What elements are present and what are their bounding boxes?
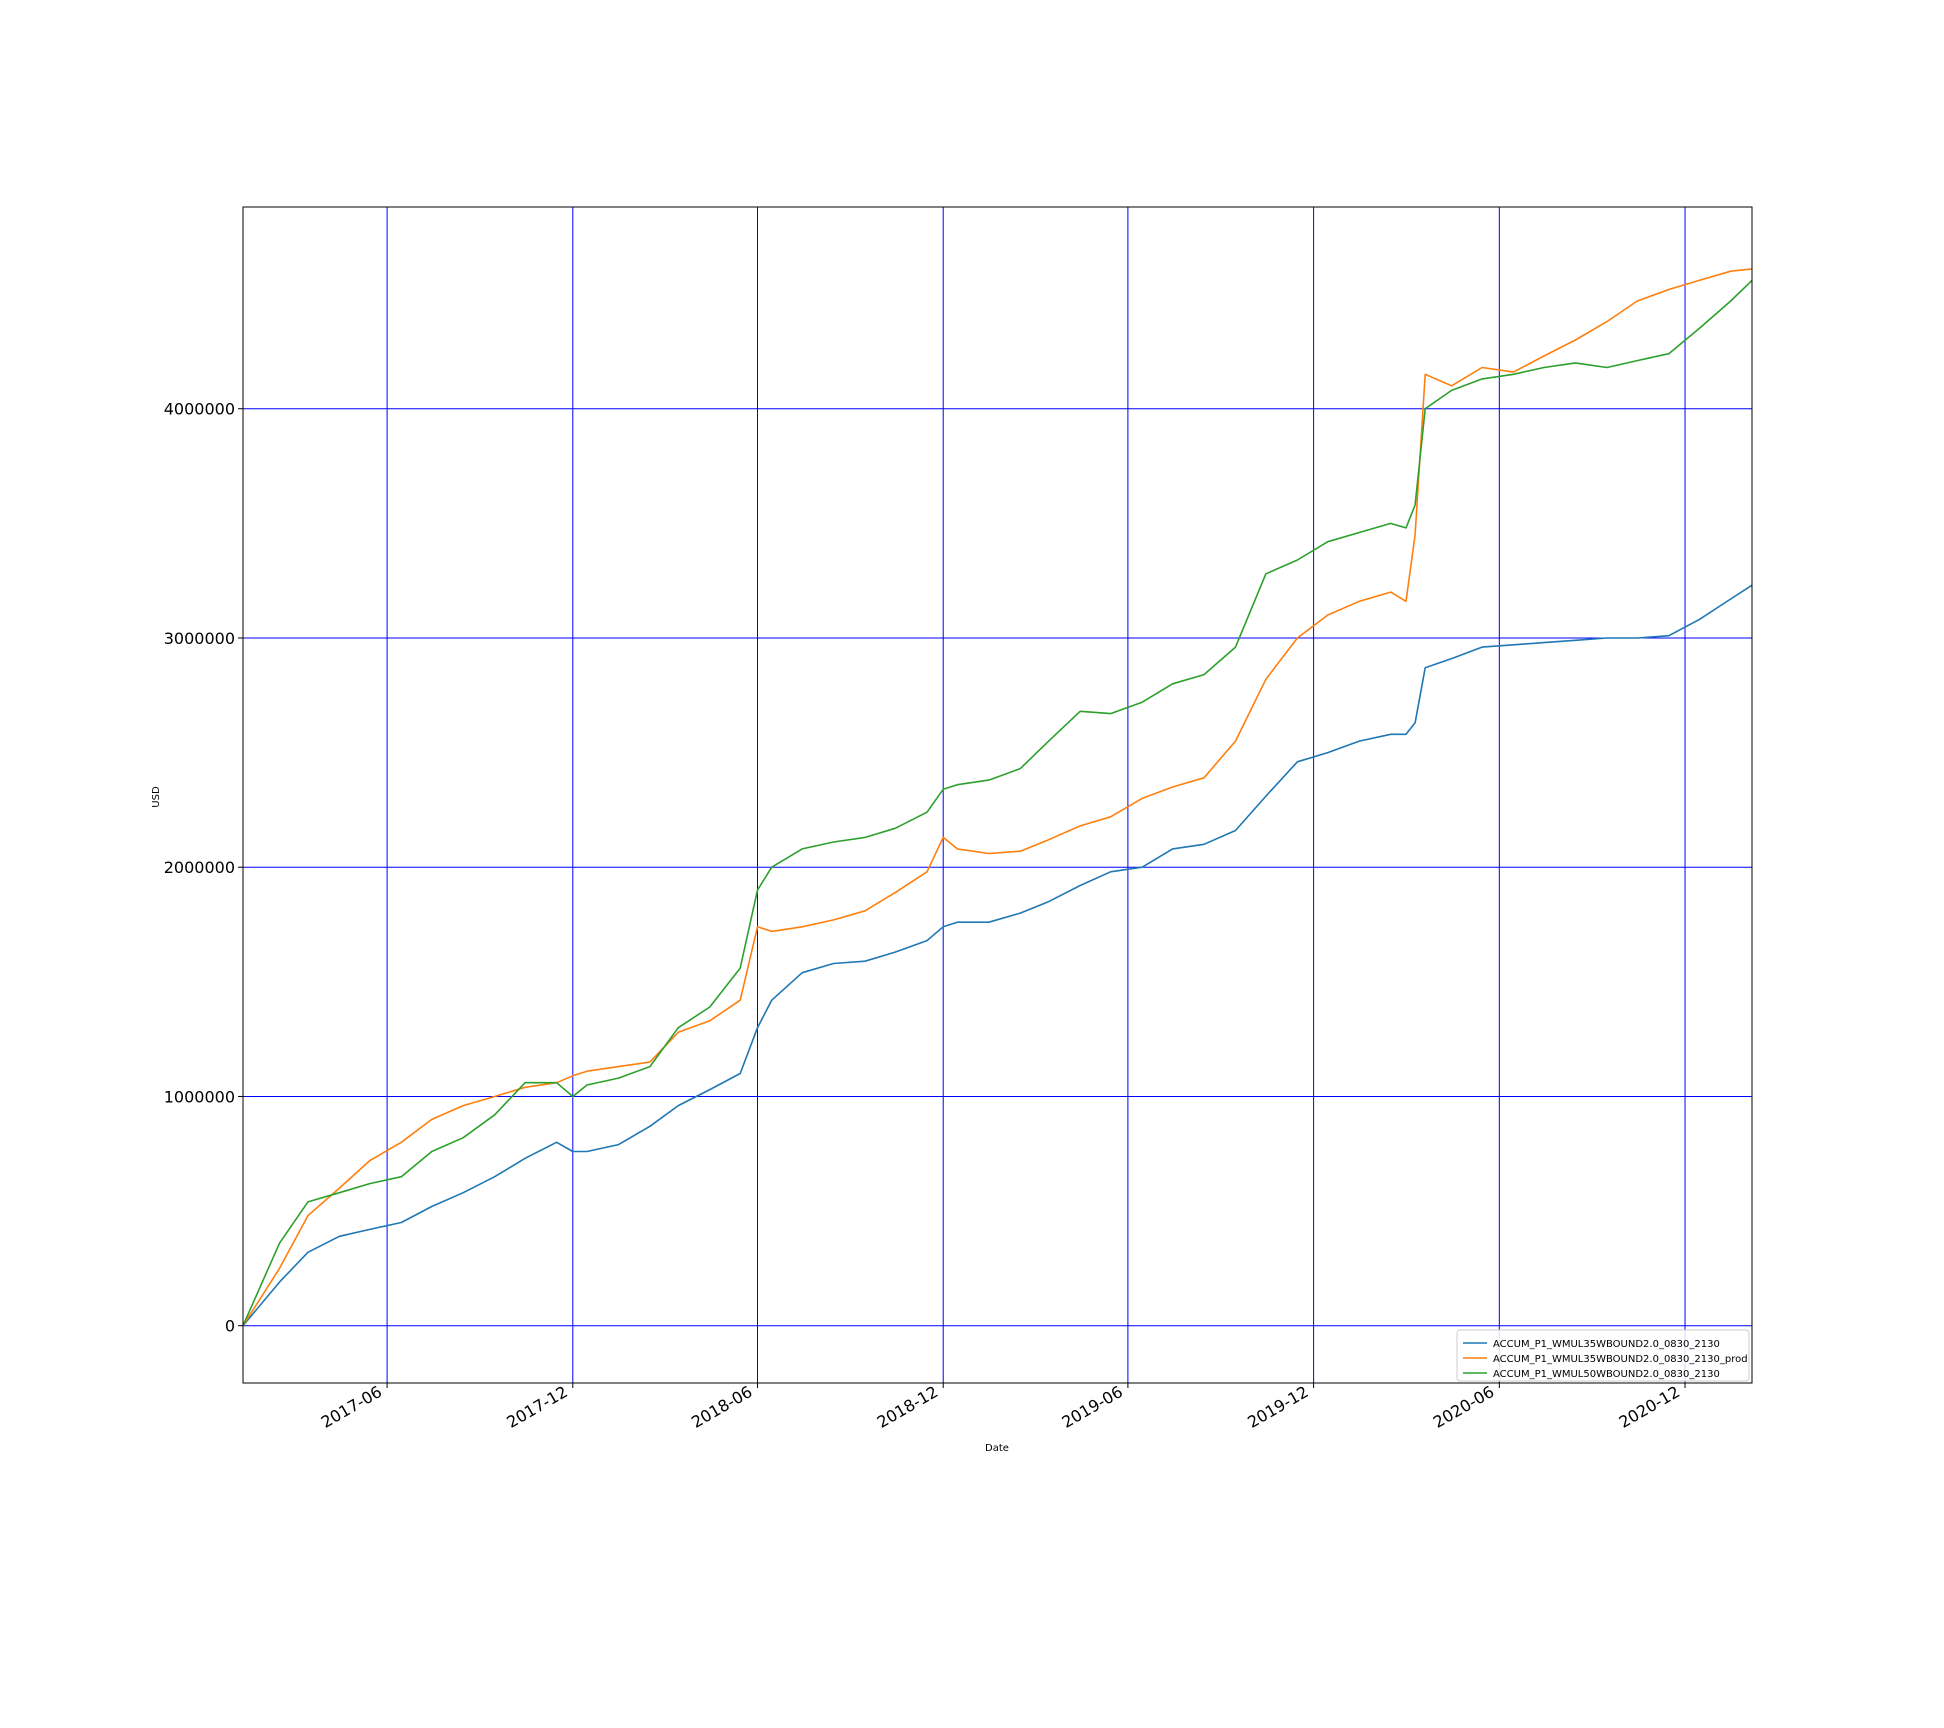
series-line-2 (242, 268, 1753, 1327)
y-tick-label: 3000000 (164, 629, 235, 648)
y-tick-label: 2000000 (164, 858, 235, 877)
x-axis-label: Date (985, 1443, 1009, 1454)
y-tick-label: 4000000 (164, 400, 235, 419)
series-line-1 (242, 584, 1753, 1327)
series-lines (242, 268, 1753, 1327)
y-tick-label: 1000000 (164, 1087, 235, 1106)
y-tick-label: 0 (225, 1317, 235, 1336)
legend-label-3: ACCUM_P1_WMUL50WBOUND2.0_0830_2130 (1493, 1369, 1720, 1380)
legend: ACCUM_P1_WMUL35WBOUND2.0_0830_2130 ACCUM_… (1456, 1329, 1750, 1382)
legend-label-1: ACCUM_P1_WMUL35WBOUND2.0_0830_2130 (1493, 1339, 1720, 1350)
y-axis-label: USD (151, 786, 162, 808)
series-line-3 (242, 279, 1753, 1327)
plot-area-frame (242, 206, 1753, 1384)
legend-box (1456, 1329, 1750, 1382)
y-axis: 0 1000000 2000000 3000000 4000000 (164, 400, 243, 1336)
legend-label-2: ACCUM_P1_WMUL35WBOUND2.0_0830_2130_prod (1493, 1354, 1748, 1365)
